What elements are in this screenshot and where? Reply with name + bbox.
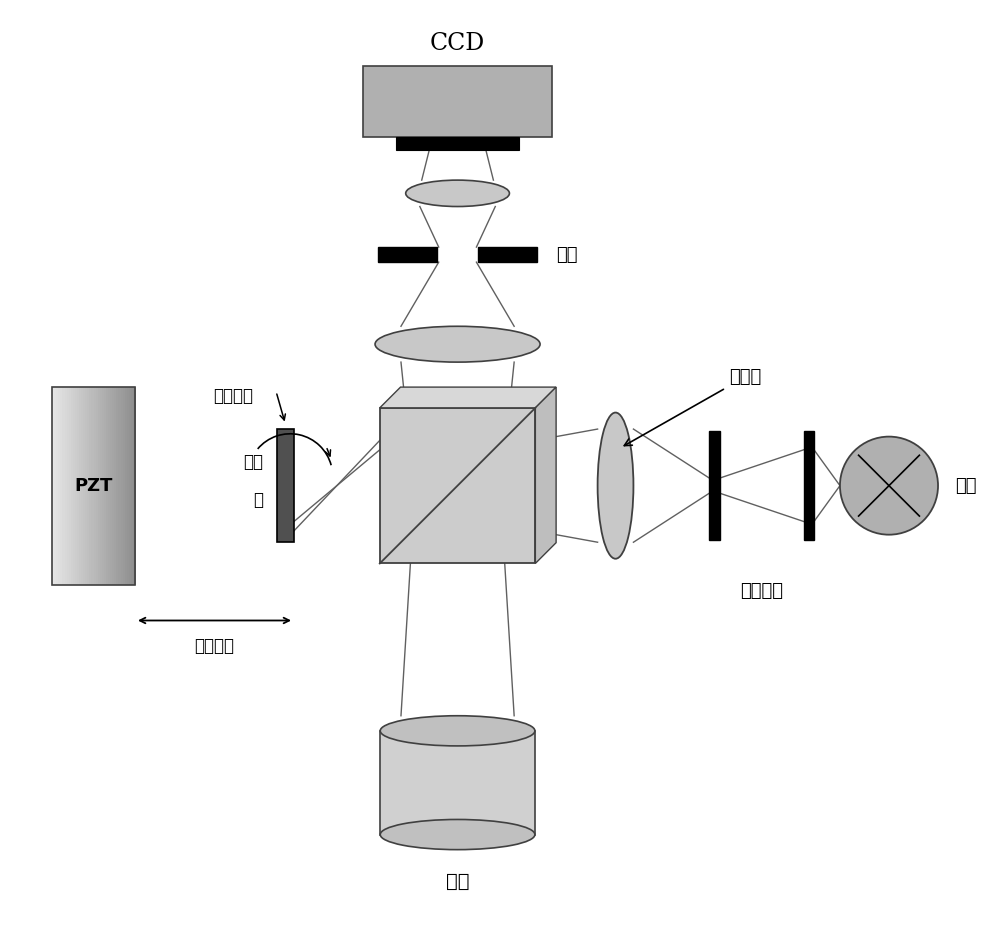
Bar [71,387,74,585]
Bar [89,387,92,585]
Bar [102,387,105,585]
Ellipse shape [598,413,633,558]
Polygon shape [535,388,556,564]
Bar [60,387,63,585]
Bar [363,66,552,137]
Polygon shape [380,388,556,407]
Bar [804,432,814,539]
Bar [62,387,65,585]
Ellipse shape [375,326,540,362]
Bar [52,387,135,585]
Text: 精密扫描: 精密扫描 [195,637,235,655]
Bar [123,387,126,585]
Bar [83,387,86,585]
Bar [277,429,294,542]
Bar [110,387,113,585]
Bar [56,387,59,585]
Bar [85,387,88,585]
Text: PZT: PZT [74,476,113,495]
Bar [100,387,103,585]
Bar [131,387,134,585]
Text: 角度调节: 角度调节 [214,388,254,405]
Bar [378,247,437,262]
Bar [396,137,519,150]
Ellipse shape [406,180,509,207]
Bar [118,387,121,585]
Bar [121,387,124,585]
Bar [127,387,130,585]
Bar [108,387,111,585]
Bar [478,247,537,262]
Bar [106,387,109,585]
Bar [79,387,82,585]
Ellipse shape [380,819,535,850]
Bar [69,387,72,585]
Bar [112,387,115,585]
Bar [709,432,720,539]
Bar [87,387,90,585]
Text: 光阑: 光阑 [556,245,577,264]
Bar [52,387,55,585]
Text: 光源: 光源 [955,476,976,495]
Bar [58,387,61,585]
Text: 镜: 镜 [253,490,263,509]
Circle shape [840,437,938,535]
Bar [380,407,535,564]
Bar [65,387,68,585]
Bar [133,387,136,585]
Bar [67,387,70,585]
Bar [54,387,57,585]
Bar [91,387,95,585]
Text: CCD: CCD [430,32,485,55]
Bar [77,387,80,585]
Bar [125,387,128,585]
Bar [98,387,101,585]
Text: 参考: 参考 [243,453,263,472]
Bar [94,387,97,585]
Bar [81,387,84,585]
Bar [114,387,117,585]
Bar [380,731,535,835]
Bar [116,387,119,585]
Ellipse shape [380,716,535,746]
Bar [75,387,78,585]
Text: 柯勒照明: 柯勒照明 [740,582,783,601]
Text: 样品: 样品 [446,872,469,891]
Bar [96,387,99,585]
Bar [104,387,107,585]
Bar [129,387,132,585]
Text: 分束镜: 分束镜 [624,368,761,446]
Bar [73,387,76,585]
